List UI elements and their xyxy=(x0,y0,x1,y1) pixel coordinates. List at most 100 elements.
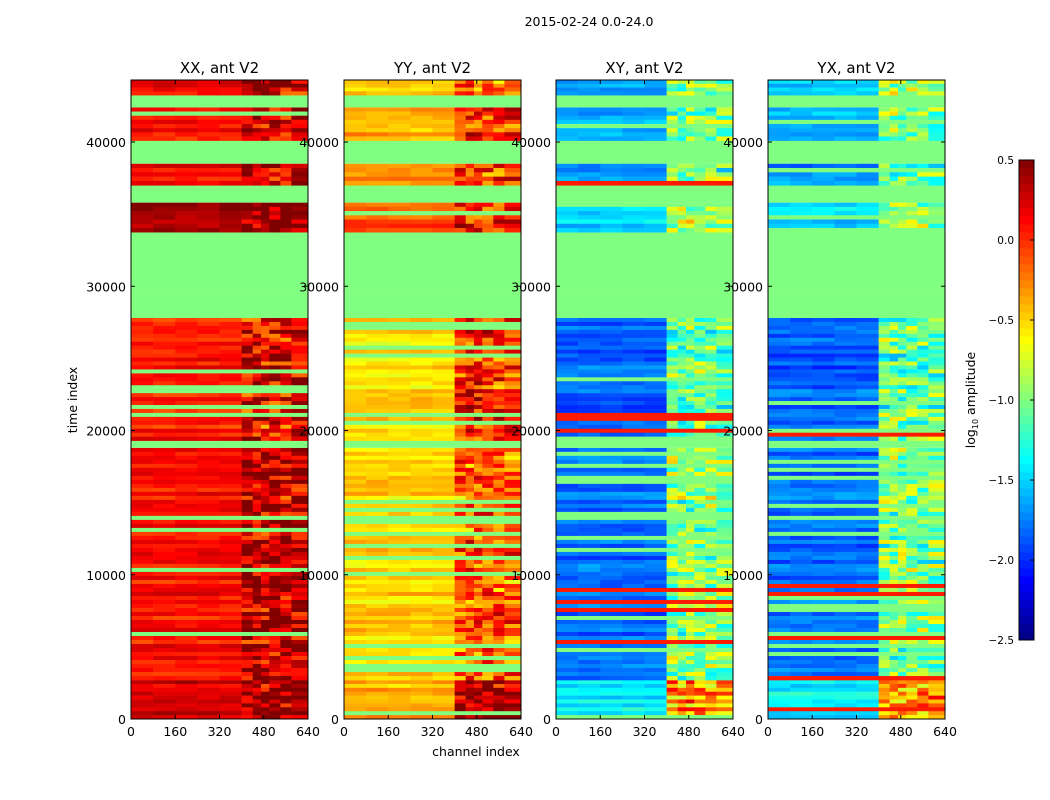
heatmap-cell xyxy=(131,341,154,346)
heatmap-cell xyxy=(889,656,899,661)
heatmap-cell xyxy=(291,632,309,637)
heatmap-cell xyxy=(622,416,645,422)
heatmap-cell xyxy=(241,495,253,501)
heatmap-cell xyxy=(432,361,455,366)
heatmap-cell xyxy=(878,563,890,569)
heatmap-cell xyxy=(260,107,270,112)
heatmap-cell xyxy=(622,611,645,617)
heatmap-cell xyxy=(705,377,717,382)
heatmap-cell xyxy=(153,611,176,617)
heatmap-cell xyxy=(917,672,929,677)
heatmap-cell xyxy=(260,318,270,323)
heatmap-cell xyxy=(600,389,623,394)
heatmap-cell xyxy=(622,325,645,331)
heatmap-cell xyxy=(644,167,667,173)
heatmap-cell xyxy=(694,385,706,390)
heatmap-cell xyxy=(906,652,918,657)
heatmap-cell xyxy=(454,408,466,414)
heatmap-cell xyxy=(622,703,645,708)
heatmap-cell xyxy=(644,591,667,597)
heatmap-cell xyxy=(694,463,706,469)
heatmap-cell xyxy=(473,511,483,517)
heatmap-cell xyxy=(834,660,857,665)
heatmap-cell xyxy=(241,405,253,410)
heatmap-cell xyxy=(269,428,281,433)
heatmap-cell xyxy=(556,623,579,629)
heatmap-cell xyxy=(666,389,678,394)
heatmap-cell xyxy=(578,325,601,331)
heatmap-cell xyxy=(790,715,813,720)
heatmap-cell xyxy=(504,432,522,437)
heatmap-cell xyxy=(153,463,176,469)
heatmap-cell xyxy=(856,644,879,649)
heatmap-cell xyxy=(131,632,154,637)
heatmap-cell xyxy=(889,599,899,605)
heatmap-cell xyxy=(812,683,835,689)
heatmap-cell xyxy=(504,365,522,370)
heatmap-cell xyxy=(768,479,791,485)
heatmap-cell xyxy=(928,511,946,517)
heatmap-cell xyxy=(153,111,176,117)
heatmap-cell xyxy=(269,91,281,96)
heatmap-cell xyxy=(219,664,242,669)
heatmap-cell xyxy=(666,483,678,489)
heatmap-cell xyxy=(241,579,253,585)
heatmap-cell xyxy=(131,563,154,569)
heatmap-cell xyxy=(878,333,890,339)
heatmap-cell xyxy=(366,349,389,354)
heatmap-cell xyxy=(556,680,579,685)
heatmap-cell xyxy=(482,648,494,653)
heatmap-cell xyxy=(504,119,522,125)
heatmap-cell xyxy=(878,587,890,593)
heatmap-cell xyxy=(410,377,433,382)
heatmap-cell xyxy=(504,511,522,517)
heatmap-cell xyxy=(716,683,734,689)
heatmap-cell xyxy=(153,632,176,637)
heatmap-cell xyxy=(504,683,522,689)
heatmap-cell xyxy=(260,636,270,641)
heatmap-cell xyxy=(131,436,154,441)
heatmap-cell xyxy=(768,591,791,597)
heatmap-cell xyxy=(269,119,281,125)
heatmap-cell xyxy=(928,523,946,529)
heatmap-cell xyxy=(812,652,835,657)
heatmap-cell xyxy=(153,389,176,394)
heatmap-cell xyxy=(366,511,389,517)
heatmap-cell xyxy=(694,357,706,362)
heatmap-cell xyxy=(219,640,242,645)
heatmap-cell xyxy=(504,211,522,216)
heatmap-cell xyxy=(716,172,734,177)
heatmap-cell xyxy=(153,543,176,549)
heatmap-cell xyxy=(834,567,857,573)
heatmap-cell xyxy=(644,676,667,681)
heatmap-cell xyxy=(153,503,176,509)
heatmap-cell xyxy=(388,583,411,589)
heatmap-cell xyxy=(493,432,505,437)
heatmap-cell xyxy=(716,511,734,517)
heatmap-cell xyxy=(768,691,791,696)
heatmap-cell xyxy=(291,515,309,521)
heatmap-cell xyxy=(812,611,835,617)
heatmap-cell xyxy=(644,607,667,613)
heatmap-cell xyxy=(578,132,601,137)
heatmap-cell xyxy=(482,591,494,597)
heatmap-cell xyxy=(280,539,292,545)
heatmap-cell xyxy=(153,401,176,406)
heatmap-cell xyxy=(260,408,270,414)
heatmap-cell xyxy=(454,202,466,208)
heatmap-cell xyxy=(677,691,687,696)
heatmap-cell xyxy=(834,599,857,605)
heatmap-cell xyxy=(889,632,899,637)
heatmap-cell xyxy=(473,575,483,581)
heatmap-cell xyxy=(260,455,270,461)
heatmap-cell xyxy=(685,648,695,653)
heatmap-cell xyxy=(454,555,466,561)
heatmap-cell xyxy=(685,471,695,477)
heatmap-cell xyxy=(705,215,717,220)
heatmap-cell xyxy=(578,176,601,182)
heatmap-cell xyxy=(694,119,706,125)
heatmap-cell xyxy=(454,503,466,509)
heatmap-cell xyxy=(410,711,433,716)
heatmap-cell xyxy=(578,412,601,418)
heatmap-cell xyxy=(131,321,154,327)
